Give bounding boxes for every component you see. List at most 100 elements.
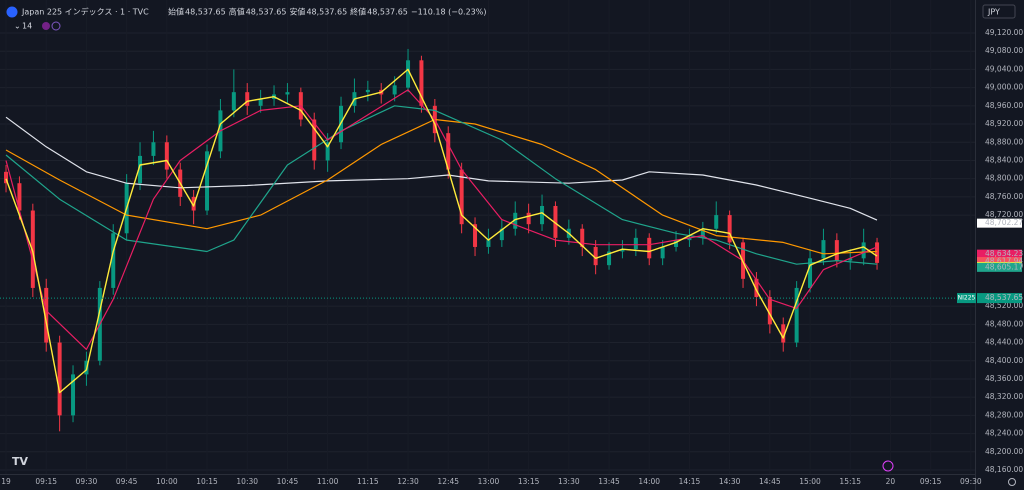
candle-body (111, 233, 116, 288)
y-tick-label: 48,720.00 (985, 210, 1023, 219)
indicator-toggle[interactable]: ⌄ (14, 22, 21, 31)
price-tag (977, 262, 1022, 272)
y-tick-label: 48,520.00 (985, 301, 1023, 310)
candle-body (30, 210, 35, 288)
ohlc-value: 48,537.65 (246, 8, 287, 17)
candle-body (312, 119, 317, 161)
candle-body (513, 212, 518, 229)
candle-body (647, 237, 652, 259)
candle-body (727, 215, 732, 243)
candle-body (620, 249, 625, 252)
candle-body (861, 242, 866, 259)
symbol-title[interactable]: Japan 225 インデックス · 1 · TVC (21, 7, 149, 17)
indicator-count[interactable]: 14 (22, 22, 32, 31)
y-tick-label: 49,000.00 (985, 83, 1023, 92)
plot (0, 48, 975, 432)
x-tick-label: 19 (1, 477, 11, 486)
logo[interactable]: TV (12, 455, 29, 468)
currency[interactable]: JPY (987, 8, 1000, 17)
indicator-icon[interactable] (51, 21, 61, 31)
x-tick-label: 15:15 (839, 477, 861, 486)
y-tick-label: 48,400.00 (985, 356, 1023, 365)
candle-body (714, 215, 719, 229)
price-tag-label: 48,634.23 (985, 249, 1023, 258)
y-tick-label: 48,480.00 (985, 319, 1023, 328)
candle-body (365, 89, 370, 93)
x-tick-label: 14:30 (719, 477, 741, 486)
x-tick-label: 10:15 (196, 477, 218, 486)
x-tick-label: 14:45 (759, 477, 781, 486)
price-tag (977, 257, 1022, 267)
candle-body (392, 85, 397, 95)
grid (0, 32, 975, 471)
ohlc-value: 48,537.65 (185, 8, 226, 17)
ohlc-label: 始値 (168, 7, 184, 17)
x-tick-label: 14:15 (679, 477, 701, 486)
candle-body (540, 205, 545, 225)
ohlc-label: 高値 (229, 7, 245, 17)
settings-icon[interactable] (1008, 478, 1016, 486)
ohlc-legend: 始値 48,537.65 高値 48,537.65 安値 48,537.65 終値 48,53… (168, 7, 486, 17)
candle-body (325, 142, 330, 161)
price-tag-label: 48,537.65 (985, 293, 1023, 302)
candle-body (17, 183, 22, 211)
y-tick-label: 48,880.00 (985, 137, 1023, 146)
candle-body (473, 224, 478, 247)
x-tick-label: 13:15 (518, 477, 540, 486)
price-tag (977, 218, 1022, 228)
moving-average (5, 118, 878, 255)
x-tick-label: 13:00 (478, 477, 500, 486)
x-tick-label: 10:30 (236, 477, 258, 486)
candle-body (607, 251, 612, 266)
y-tick-label: 48,160.00 (985, 465, 1023, 474)
candle-body (808, 258, 813, 288)
x-tick-label: 12:45 (437, 477, 459, 486)
ohlc-value: 48,537.65 (306, 8, 347, 17)
y-tick-label: 49,040.00 (985, 64, 1023, 73)
y-tick-label: 49,120.00 (985, 28, 1023, 37)
x-tick-label: 20 (886, 477, 896, 486)
x-tick-label: 11:15 (357, 477, 379, 486)
y-tick-label: 49,080.00 (985, 46, 1023, 55)
candle-body (821, 240, 826, 259)
x-tick-label: 13:30 (558, 477, 580, 486)
candle-body (4, 171, 9, 184)
candle-body (660, 246, 665, 259)
currency-box[interactable] (982, 4, 1016, 19)
x-tick-label: 10:00 (156, 477, 178, 486)
y-tick-label: 48,360.00 (985, 374, 1023, 383)
y-tick-label: 48,760.00 (985, 192, 1023, 201)
price-tag (977, 293, 1022, 304)
x-tick-label: 11:00 (317, 477, 339, 486)
y-tick-label: 48,200.00 (985, 447, 1023, 456)
axes: 49,120.00 49,080.00 49,040.00 49,000.00 48,9… (1, 28, 1023, 486)
alert-icon[interactable] (882, 460, 894, 472)
x-tick-label: 10:45 (277, 477, 299, 486)
x-tick-label: 15:00 (799, 477, 821, 486)
candle-body (593, 246, 598, 266)
candle-body (700, 228, 705, 238)
y-tick-label: 48,840.00 (985, 155, 1023, 164)
ohlc-label: 安値 (289, 7, 305, 17)
y-tick-label: 48,440.00 (985, 338, 1023, 347)
candle-body (138, 155, 143, 184)
candle-body (754, 278, 759, 298)
candle-body (406, 60, 411, 88)
moving-average (5, 68, 878, 394)
y-tick-label: 48,280.00 (985, 410, 1023, 419)
symbol-tag (957, 293, 976, 304)
candle-body (258, 99, 263, 106)
candle-body (164, 142, 169, 170)
y-tick-label: 48,920.00 (985, 119, 1023, 128)
candle-body (245, 92, 250, 106)
candle-body (553, 205, 558, 238)
candle-body (285, 92, 290, 95)
candle-body (151, 142, 156, 156)
symbol-tag-label: NI225 (958, 295, 976, 302)
x-tick-label: 09:30 (76, 477, 98, 486)
candle-body (687, 237, 692, 241)
indicator-icon[interactable] (42, 22, 50, 30)
candle-body (794, 287, 799, 343)
x-tick-label: 09:30 (960, 477, 982, 486)
